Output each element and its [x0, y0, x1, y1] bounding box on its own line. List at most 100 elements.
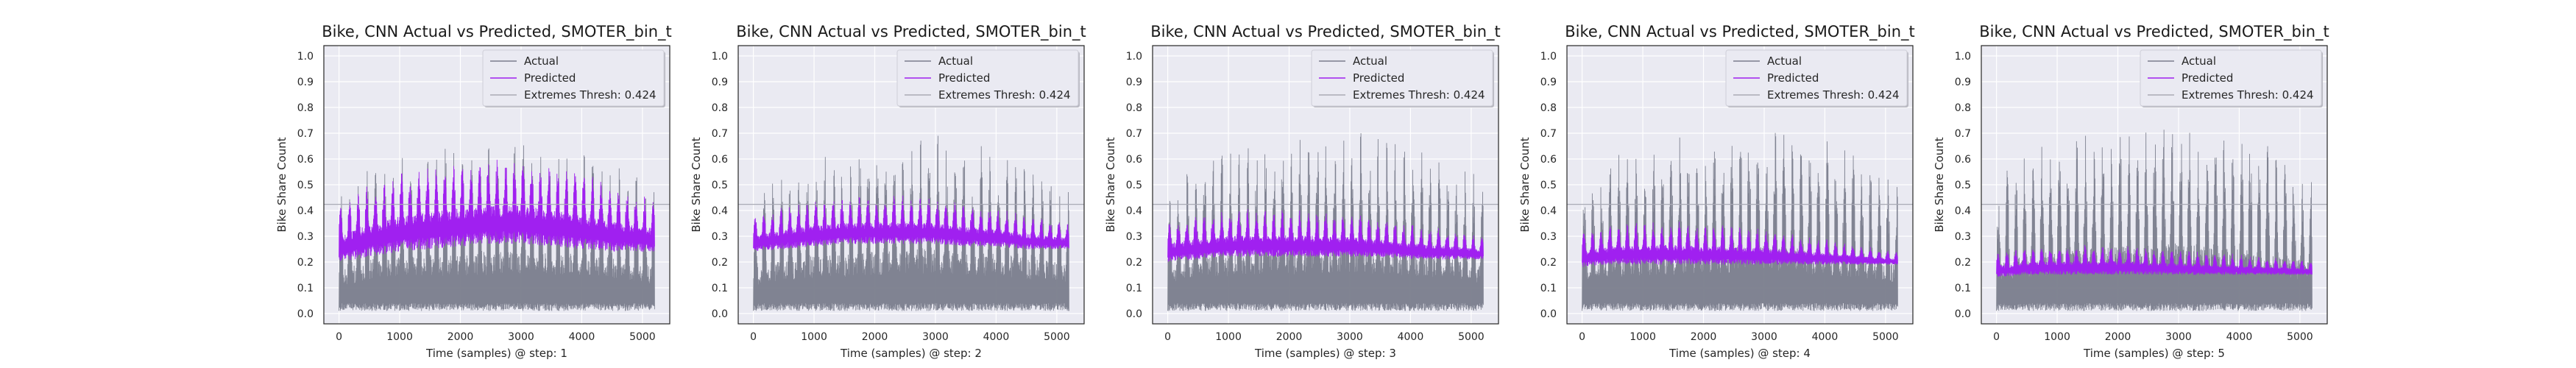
y-tick-label: 0.8	[297, 102, 314, 114]
legend-label: Predicted	[1353, 71, 1404, 85]
x-axis-label: Time (samples) @ step: 3	[1254, 347, 1396, 360]
legend-box	[1311, 49, 1493, 107]
x-tick-label: 1000	[386, 331, 413, 343]
x-tick-label: 2000	[2105, 331, 2131, 343]
y-tick-label: 0.0	[1540, 308, 1557, 320]
legend-label: Extremes Thresh: 0.424	[1767, 88, 1900, 102]
y-tick-label: 0.7	[712, 128, 728, 140]
y-tick-label: 0.1	[1955, 283, 1971, 294]
legend-label: Extremes Thresh: 0.424	[524, 88, 657, 102]
legend-box	[1725, 49, 1908, 107]
chart-title: Bike, CNN Actual vs Predicted, SMOTER_bi…	[1150, 23, 1501, 41]
x-tick-label: 0	[1993, 331, 2000, 343]
legend: Actual Predicted Extremes Thresh: 0.424	[896, 49, 1080, 107]
y-axis-label: Bike Share Count	[1518, 137, 1532, 232]
actual-series-line	[1582, 132, 1898, 311]
y-tick-label: 0.2	[297, 257, 314, 269]
y-tick-label: 0.1	[1540, 283, 1557, 294]
y-tick-label: 0.3	[1955, 231, 1971, 243]
y-tick-label: 0.3	[712, 231, 728, 243]
y-tick-label: 0.9	[1540, 77, 1557, 88]
chart-title: Bike, CNN Actual vs Predicted, SMOTER_bi…	[1979, 23, 2329, 41]
y-tick-label: 0.6	[297, 154, 314, 166]
y-tick-label: 0.8	[1126, 102, 1142, 114]
y-tick-label: 1.0	[297, 51, 314, 63]
y-tick-label: 0.4	[1540, 205, 1557, 217]
legend-box	[896, 49, 1079, 107]
y-tick-label: 0.7	[1955, 128, 1971, 140]
x-axis-label: Time (samples) @ step: 4	[1669, 347, 1811, 360]
axes-frame	[1566, 45, 1914, 325]
x-tick-label: 0	[336, 331, 342, 343]
x-tick-label: 3000	[2165, 331, 2192, 343]
predicted-series-line	[339, 160, 655, 261]
y-tick-label: 0.7	[1540, 128, 1557, 140]
chart-panel-3: 0.0 0.1 0.2 0.3 0.4 0.5 0.6 0.7 0.8 0.9 1.0 0 1000 20…	[1104, 23, 1501, 360]
chart-title: Bike, CNN Actual vs Predicted, SMOTER_bi…	[322, 23, 672, 41]
y-tick-label: 1.0	[1540, 51, 1557, 63]
x-tick-label: 5000	[1458, 331, 1485, 343]
legend: Actual Predicted Extremes Thresh: 0.424	[2140, 49, 2323, 107]
y-tick-label: 1.0	[1126, 51, 1142, 63]
legend-label: Predicted	[2182, 71, 2233, 85]
actual-series-line	[1996, 130, 2313, 311]
y-axis-label: Bike Share Count	[690, 137, 703, 232]
legend: Actual Predicted Extremes Thresh: 0.424	[1725, 49, 1908, 107]
predicted-series-line	[753, 195, 1069, 251]
y-tick-label: 0.2	[1540, 257, 1557, 269]
legend-label: Extremes Thresh: 0.424	[938, 88, 1071, 102]
legend-label: Actual	[2182, 54, 2216, 68]
y-tick-label: 0.7	[297, 128, 314, 140]
y-tick-label: 0.9	[1955, 77, 1971, 88]
legend-label: Extremes Thresh: 0.424	[2182, 88, 2314, 102]
x-tick-label: 0	[1164, 331, 1171, 343]
x-tick-label: 3000	[1337, 331, 1363, 343]
y-tick-label: 0.0	[1126, 308, 1142, 320]
y-tick-label: 0.0	[712, 308, 728, 320]
legend-label: Predicted	[938, 71, 990, 85]
y-tick-label: 0.4	[1955, 205, 1971, 217]
y-tick-label: 0.5	[1126, 180, 1142, 191]
legend-label: Predicted	[524, 71, 576, 85]
x-tick-label: 1000	[2044, 331, 2070, 343]
legend-label: Actual	[1353, 54, 1387, 68]
actual-series-line	[1167, 133, 1484, 311]
chart-title: Bike, CNN Actual vs Predicted, SMOTER_bi…	[1565, 23, 1915, 41]
x-axis-label: Time (samples) @ step: 1	[425, 347, 567, 360]
legend-label: Predicted	[1767, 71, 1819, 85]
chart-title: Bike, CNN Actual vs Predicted, SMOTER_bi…	[736, 23, 1086, 41]
legend-box	[2140, 49, 2322, 107]
y-tick-label: 0.6	[1126, 154, 1142, 166]
x-tick-label: 2000	[1276, 331, 1303, 343]
y-tick-label: 0.2	[1126, 257, 1142, 269]
legend-label: Actual	[1767, 54, 1802, 68]
x-tick-label: 5000	[1044, 331, 1070, 343]
x-tick-label: 4000	[569, 331, 595, 343]
y-tick-label: 0.6	[712, 154, 728, 166]
y-tick-label: 0.5	[1955, 180, 1971, 191]
y-tick-label: 0.1	[1126, 283, 1142, 294]
x-tick-label: 4000	[2226, 331, 2253, 343]
x-tick-label: 5000	[2287, 331, 2313, 343]
y-tick-label: 0.9	[1126, 77, 1142, 88]
predicted-series-line	[1167, 209, 1484, 262]
y-tick-label: 0.3	[1126, 231, 1142, 243]
y-axis-label: Bike Share Count	[275, 137, 289, 232]
axes-frame	[1152, 45, 1499, 325]
x-tick-label: 3000	[508, 331, 534, 343]
x-tick-label: 2000	[447, 331, 474, 343]
y-tick-label: 1.0	[712, 51, 728, 63]
chart-panel-4: 0.0 0.1 0.2 0.3 0.4 0.5 0.6 0.7 0.8 0.9 1.0 0 1000 20…	[1518, 23, 1915, 360]
chart-panel-1: 0.0 0.1 0.2 0.3 0.4 0.5 0.6 0.7 0.8 0.9 1.0 0 1000 20…	[275, 23, 672, 360]
x-tick-label: 3000	[1751, 331, 1777, 343]
y-tick-label: 0.3	[1540, 231, 1557, 243]
y-axis-label: Bike Share Count	[1933, 137, 1946, 232]
x-tick-label: 0	[1579, 331, 1585, 343]
legend-box	[482, 49, 665, 107]
axes-frame	[323, 45, 670, 325]
x-tick-label: 1000	[801, 331, 827, 343]
x-tick-label: 1000	[1630, 331, 1656, 343]
predicted-series-line	[1582, 222, 1898, 267]
y-tick-label: 0.5	[1540, 180, 1557, 191]
